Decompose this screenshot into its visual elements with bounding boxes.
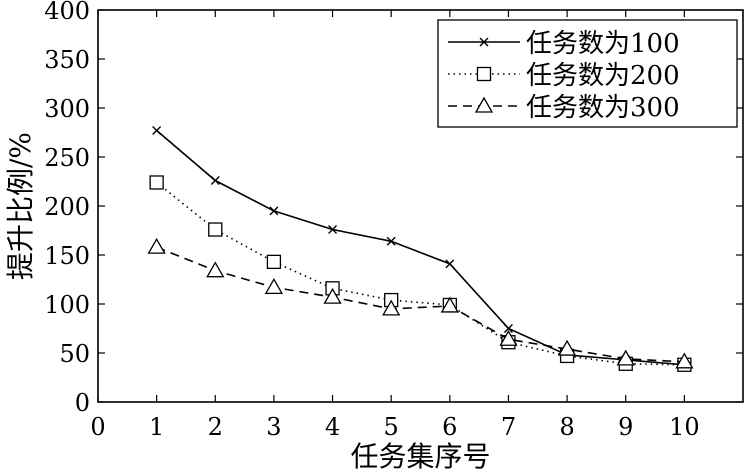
x-tick-label: 9: [618, 413, 633, 441]
x-tick-label: 3: [266, 413, 281, 441]
data-point: [323, 287, 342, 304]
data-point: [386, 236, 396, 246]
legend-marker: [479, 37, 489, 47]
data-point: [503, 324, 513, 333]
y-tick-label: 250: [44, 144, 90, 172]
legend-marker: [474, 96, 494, 113]
data-point: [499, 329, 518, 346]
data-point: [206, 261, 225, 278]
data-point: [440, 296, 459, 313]
legend-marker: [476, 66, 492, 82]
legend-entry: 任务数为300: [448, 93, 680, 123]
series-layer: [147, 126, 694, 372]
x-tick-label: 2: [208, 413, 223, 441]
x-tick-label: 7: [501, 413, 516, 441]
data-point: [616, 349, 635, 366]
y-tick-label: 400: [44, 0, 90, 25]
x-tick-label: 10: [669, 413, 700, 441]
x-tick-label: 5: [384, 413, 399, 441]
legend-entry: 任务数为200: [448, 61, 680, 91]
data-point: [149, 175, 164, 190]
legend-entry: 任务数为100: [448, 29, 680, 59]
marker-stroke: [269, 206, 279, 216]
marker-stroke: [445, 259, 455, 269]
x-tick-label: 8: [559, 413, 574, 441]
marker-stroke: [328, 225, 338, 235]
legend-label: 任务数为100: [526, 29, 680, 59]
data-point: [152, 126, 162, 136]
series-line: [156, 129, 685, 366]
series-line: [156, 246, 685, 363]
data-point: [445, 259, 455, 269]
y-tick-label: 150: [44, 242, 90, 270]
legend-label: 任务数为200: [526, 61, 680, 91]
y-tick-label: 100: [44, 291, 90, 319]
marker-stroke: [479, 37, 489, 47]
y-axis-title: 提升比例/%: [4, 132, 37, 280]
marker-stroke: [503, 324, 513, 333]
data-point: [557, 339, 577, 356]
marker-stroke: [152, 126, 162, 136]
y-tick-label: 0: [75, 389, 90, 417]
data-point: [382, 299, 401, 316]
y-tick-label: 350: [44, 46, 90, 74]
x-tick-label: 1: [149, 413, 164, 441]
data-point: [328, 225, 338, 235]
series-line: [156, 181, 685, 366]
data-point: [675, 352, 694, 369]
series-3: [147, 237, 694, 369]
series-2: [149, 175, 692, 372]
data-point: [147, 237, 166, 254]
x-tick-label: 6: [442, 413, 457, 441]
x-axis-title: 任务集序号: [350, 440, 490, 471]
data-point: [269, 206, 279, 216]
marker-stroke: [210, 176, 220, 186]
legend-label: 任务数为300: [526, 93, 680, 123]
series-1: [152, 126, 689, 370]
data-point: [208, 222, 223, 237]
data-point: [264, 278, 284, 294]
y-tick-label: 200: [44, 193, 90, 221]
x-tick-label: 0: [90, 413, 105, 441]
x-tick-label: 4: [325, 413, 340, 441]
marker-stroke: [386, 236, 396, 246]
data-point: [210, 176, 220, 186]
y-tick-label: 50: [59, 340, 90, 368]
data-point: [266, 254, 282, 270]
y-tick-label: 300: [44, 95, 90, 123]
